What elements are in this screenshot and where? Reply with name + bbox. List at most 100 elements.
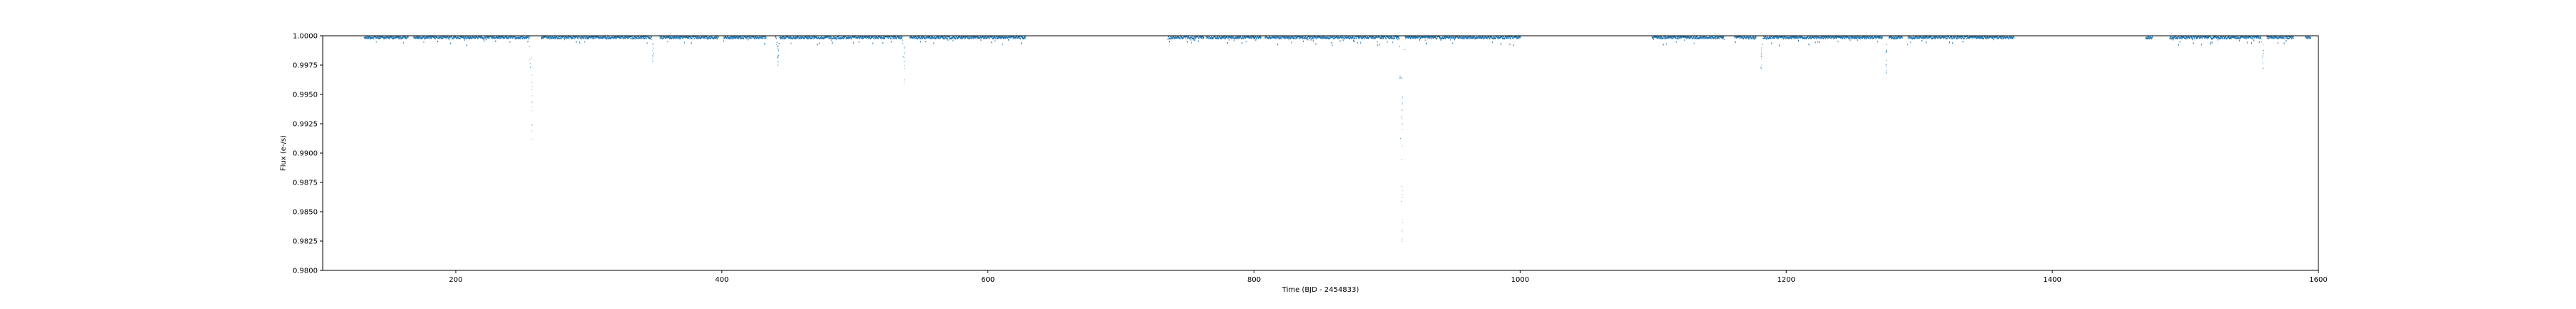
data-point (796, 35, 798, 38)
data-point (415, 36, 416, 39)
data-point (1661, 37, 1662, 39)
data-point (503, 36, 504, 39)
data-point (369, 36, 371, 38)
data-point (704, 36, 706, 38)
data-point (744, 36, 746, 38)
data-point (1277, 44, 1279, 46)
data-point (1753, 38, 1755, 40)
data-point (1397, 38, 1398, 41)
data-point (2220, 35, 2222, 37)
data-point (1258, 37, 1259, 39)
data-point (802, 36, 804, 39)
data-point (2188, 36, 2190, 39)
data-point (969, 35, 970, 37)
data-point (587, 37, 589, 40)
data-point (1436, 37, 1438, 40)
data-point (618, 36, 620, 38)
data-point (2290, 35, 2292, 37)
data-point (2257, 35, 2258, 37)
data-point (1770, 37, 1772, 39)
data-point (462, 36, 464, 38)
data-point (776, 46, 778, 47)
data-point (1400, 77, 1401, 79)
data-point (1287, 36, 1289, 38)
data-point (644, 37, 645, 40)
data-point (1855, 36, 1857, 38)
data-point (997, 37, 999, 40)
data-point (887, 35, 888, 37)
data-point (882, 36, 883, 39)
data-point (1231, 37, 1233, 39)
data-point (1826, 36, 1828, 39)
data-point (1846, 36, 1848, 39)
data-point (1440, 37, 1441, 39)
y-tick-label: 0.9950 (293, 92, 318, 99)
data-point (831, 41, 833, 44)
data-point (602, 36, 603, 38)
data-point (507, 37, 508, 40)
data-point (1272, 35, 1273, 37)
data-point (1768, 36, 1770, 39)
data-point (1996, 35, 1997, 37)
data-point (543, 36, 545, 39)
data-point (615, 36, 617, 38)
data-point (1888, 36, 1890, 39)
data-point (880, 36, 882, 39)
data-point (1669, 36, 1671, 39)
data-point (874, 36, 876, 38)
data-point (1866, 36, 1868, 39)
data-point (1236, 36, 1238, 38)
data-point (467, 36, 469, 38)
data-point (1425, 42, 1427, 44)
data-point (1949, 41, 1951, 44)
data-point (1470, 36, 1471, 38)
data-point (1923, 37, 1925, 39)
data-point (1750, 36, 1751, 39)
data-point (426, 36, 428, 39)
data-point (401, 36, 402, 39)
data-point (761, 35, 763, 37)
data-point (399, 35, 401, 37)
data-point (949, 37, 950, 39)
data-point (623, 37, 625, 39)
data-point (997, 36, 998, 39)
data-point (726, 37, 728, 39)
data-point (1420, 37, 1421, 39)
data-point (977, 37, 978, 39)
data-point (2275, 35, 2276, 38)
data-point (1315, 36, 1317, 39)
data-point (819, 42, 820, 44)
data-point (2177, 37, 2179, 39)
data-point (434, 37, 436, 39)
data-point (1769, 36, 1770, 38)
data-point (1347, 36, 1349, 39)
data-point (1968, 36, 1969, 39)
data-point (1692, 37, 1694, 39)
data-point (942, 36, 943, 38)
data-point (761, 37, 762, 39)
data-point (886, 36, 887, 39)
data-point (1201, 37, 1202, 39)
data-point (953, 36, 955, 38)
data-point (1943, 36, 1944, 38)
data-point (490, 35, 492, 37)
data-point (1959, 36, 1961, 39)
data-point (1982, 36, 1984, 38)
data-point (2150, 36, 2151, 38)
data-point (551, 37, 552, 39)
data-point (1277, 36, 1278, 39)
transit-point (1885, 44, 1887, 45)
data-point (380, 36, 381, 39)
data-point (485, 35, 487, 38)
data-point (520, 36, 522, 39)
data-point (1856, 36, 1858, 38)
data-point (1314, 36, 1316, 38)
data-point (1395, 35, 1397, 37)
data-point (417, 36, 419, 38)
data-point (1709, 36, 1711, 38)
data-point (1908, 35, 1909, 37)
data-point (1342, 36, 1344, 39)
data-point (505, 36, 507, 38)
data-point (924, 37, 925, 40)
data-point (1820, 35, 1822, 37)
